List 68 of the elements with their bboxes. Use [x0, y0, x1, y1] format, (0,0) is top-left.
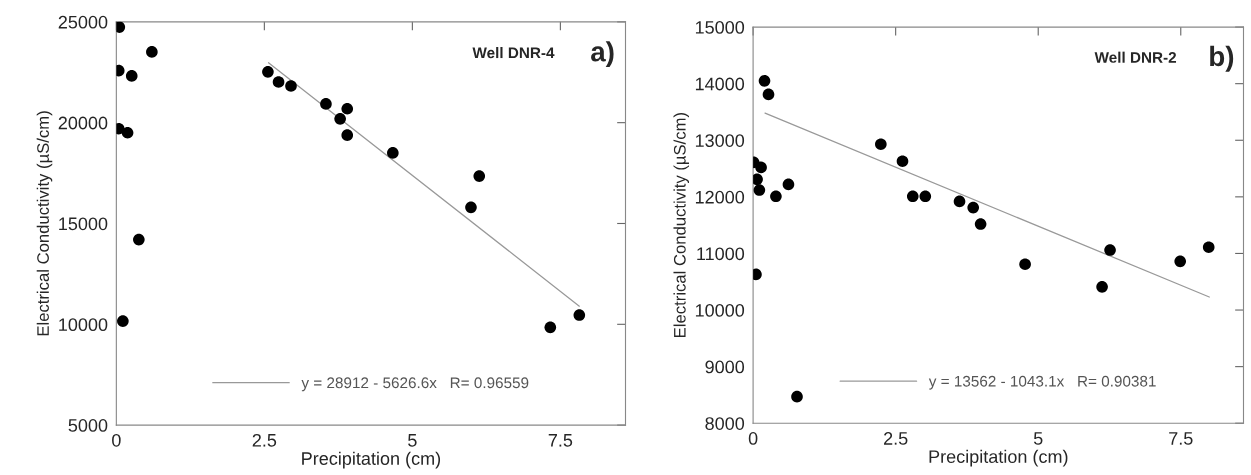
y-tick-label: 12000 [695, 190, 745, 204]
point [1174, 255, 1187, 268]
point [341, 129, 354, 141]
x-tick-label: 7.5 [548, 434, 573, 447]
y-tick-label: 5000 [68, 419, 108, 432]
point [334, 113, 346, 125]
x-tick-label: 5 [408, 434, 417, 447]
x-tick-label: 0 [748, 432, 758, 445]
x-axis-title: Precipitation (cm) [929, 449, 1068, 467]
legend-label: y = 13562 - 1043.1x R= 0.90381 [928, 375, 1156, 390]
point [341, 102, 354, 115]
point [387, 147, 399, 159]
x-axis-title: Precipitation (cm) [302, 451, 441, 469]
legend-label: y = 28912 - 5626.6x R= 0.96559 [301, 377, 529, 392]
point [974, 218, 987, 230]
point [875, 138, 887, 151]
annotation: b) [1210, 45, 1234, 72]
y-tick-label: 15000 [695, 21, 745, 34]
point [473, 170, 486, 182]
point [1019, 258, 1031, 271]
point [782, 178, 795, 191]
y-axis-title: Electrical Conductivity (µS/cm) [36, 111, 53, 336]
point [770, 190, 782, 203]
point [791, 390, 803, 403]
point [117, 315, 129, 327]
point [1096, 281, 1108, 293]
point [320, 98, 332, 110]
y-tick-label: 14000 [695, 77, 745, 91]
point [906, 190, 919, 203]
point [262, 66, 274, 78]
point [919, 190, 932, 203]
y-tick-label: 11000 [697, 247, 745, 261]
point [1104, 244, 1116, 256]
point [121, 126, 134, 139]
annotation: a) [591, 41, 614, 68]
y-tick-label: 25000 [58, 15, 108, 29]
y-tick-label: 13000 [695, 134, 745, 147]
point [465, 201, 477, 214]
x-tick-label: 2.5 [252, 433, 277, 447]
point [755, 161, 767, 174]
x-tick-label: 5 [1033, 432, 1043, 445]
point [116, 21, 126, 33]
y-tick-label: 9000 [705, 360, 745, 374]
y-axis-title: Electrical Conductivity (µS/cm) [673, 113, 690, 337]
point [133, 233, 145, 246]
point [573, 309, 586, 321]
y-tick-label: 8000 [705, 417, 745, 430]
annotation: Well DNR-4 [472, 46, 555, 59]
point [544, 321, 557, 334]
point [1202, 241, 1215, 254]
point [753, 184, 766, 196]
point [896, 155, 909, 168]
annotation: Well DNR-2 [1094, 51, 1177, 63]
point [762, 88, 775, 101]
y-tick-label: 15000 [59, 217, 108, 231]
point [967, 201, 980, 214]
point [272, 76, 285, 88]
y-tick-label: 10000 [695, 303, 745, 317]
point [953, 195, 966, 208]
y-tick-label: 10000 [59, 318, 108, 332]
x-tick-label: 7.5 [1169, 432, 1193, 445]
x-tick-label: 2.5 [884, 432, 908, 445]
point [146, 46, 158, 58]
point [125, 70, 138, 82]
y-tick-label: 20000 [58, 116, 108, 130]
point [758, 75, 771, 87]
point [285, 80, 297, 92]
x-tick-label: 0 [112, 433, 121, 447]
